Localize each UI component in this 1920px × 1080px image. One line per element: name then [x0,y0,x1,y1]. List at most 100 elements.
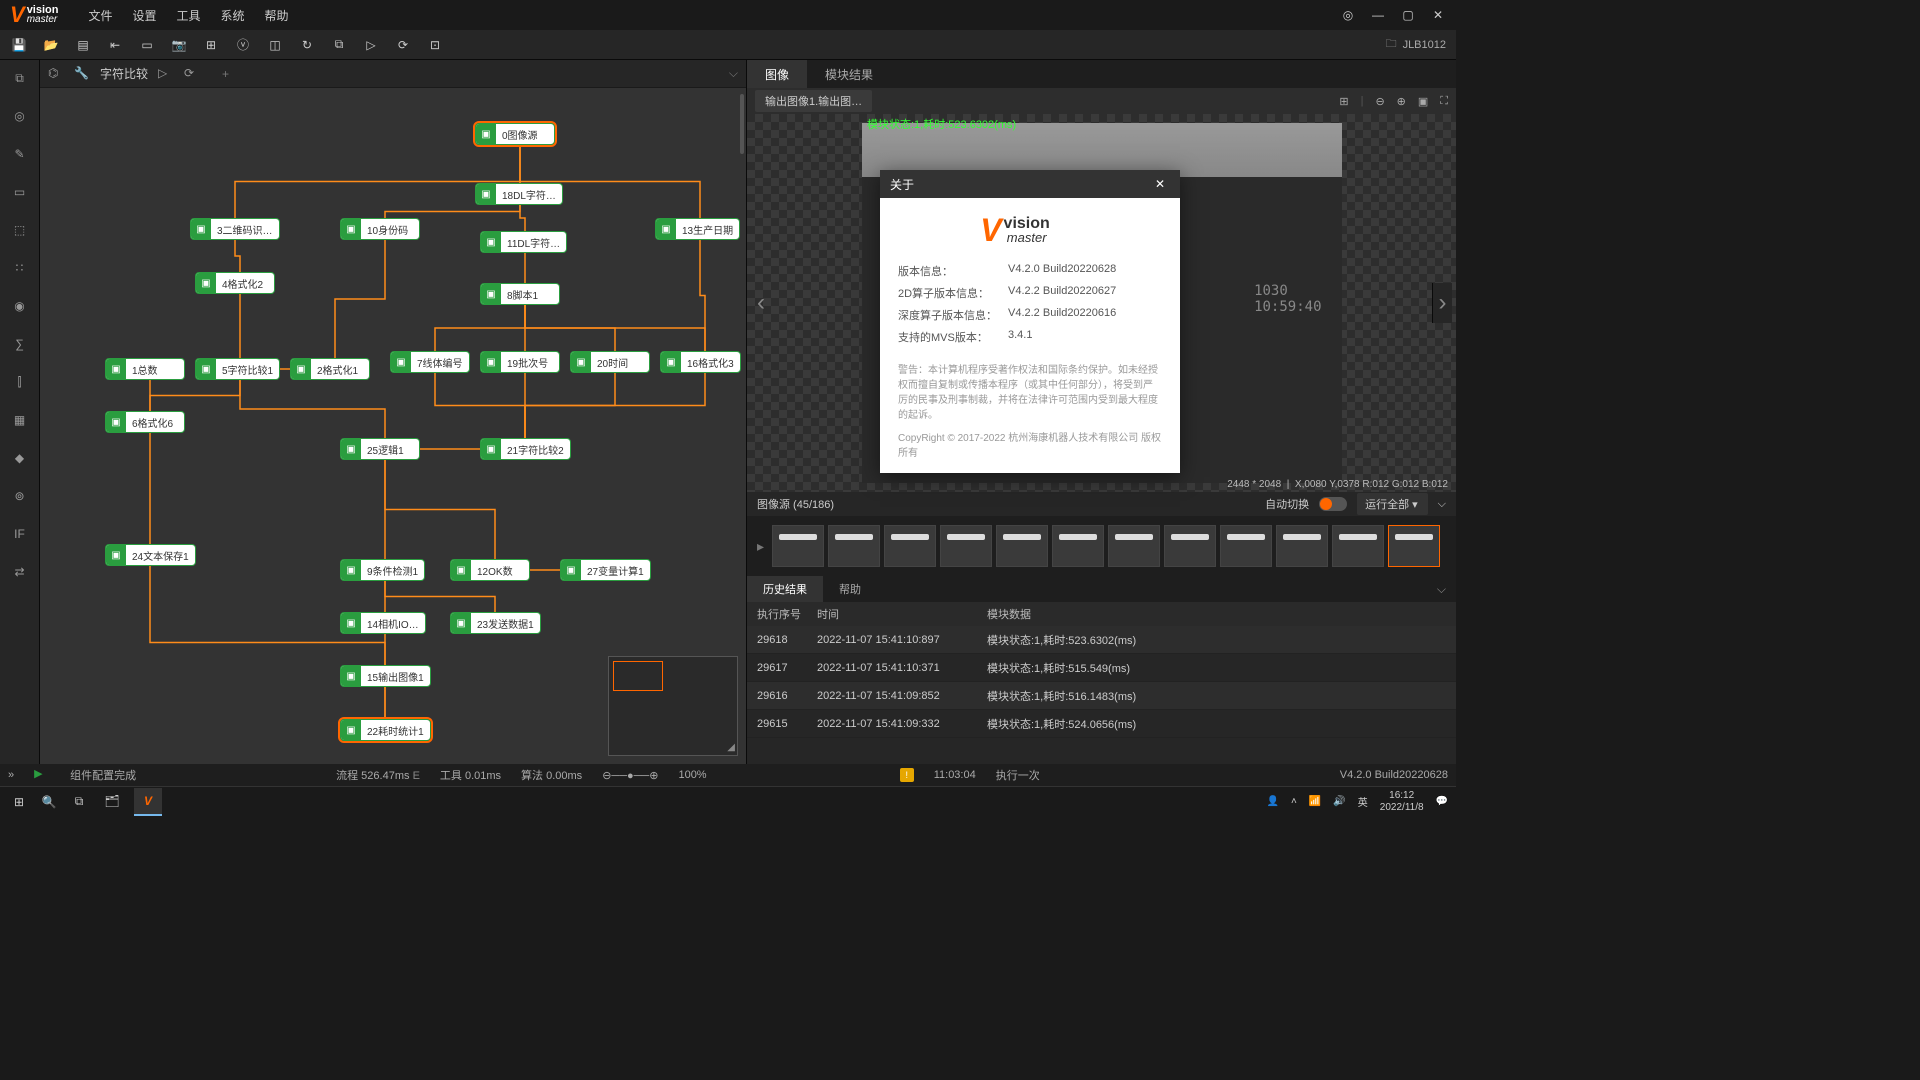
rect-icon[interactable]: ▭ [10,182,30,202]
auto-switch-toggle[interactable] [1319,497,1347,511]
tab-play-icon[interactable]: ▷ [158,66,174,82]
flow-node[interactable]: ▣8脚本1 [480,283,560,305]
menu-file[interactable]: 文件 [88,7,112,24]
flow-node[interactable]: ▣1总数 [105,358,185,380]
minimap-toggle-icon[interactable]: ◢ [727,742,735,753]
crop-icon[interactable]: ⬚ [10,220,30,240]
task-view-icon[interactable]: ⧉ [68,791,90,813]
about-close-button[interactable]: ✕ [1150,174,1170,194]
var-icon[interactable]: ⓥ [234,36,252,54]
folder-icon[interactable]: 🗀 [1386,35,1397,54]
ime-indicator[interactable]: 英 [1358,794,1368,809]
people-icon[interactable]: 👤 [1267,796,1279,807]
play-loop-icon[interactable]: ⟳ [394,36,412,54]
layout-icon[interactable]: ◫ [266,36,284,54]
minimize-button[interactable]: — [1370,7,1386,23]
thumbnail[interactable] [828,525,880,567]
tray-up-icon[interactable]: ˄ [1291,796,1297,807]
thumbnail[interactable] [1220,525,1272,567]
thumbnail[interactable] [940,525,992,567]
wifi-icon[interactable]: 📶 [1309,796,1321,807]
flow-node[interactable]: ▣9条件检测1 [340,559,425,581]
flow-node[interactable]: ▣23发送数据1 [450,612,541,634]
chart-icon[interactable]: ⫿ [10,372,30,392]
actual-size-icon[interactable]: ⛶ [1440,95,1448,108]
flow-node[interactable]: ▣10身份码 [340,218,420,240]
if-icon[interactable]: IF [10,524,30,544]
scan-icon[interactable]: ⊚ [10,486,30,506]
tab-loop-icon[interactable]: ⟳ [184,66,200,82]
history-row[interactable]: 296172022-11-07 15:41:10:371模块状态:1,耗时:51… [747,654,1456,682]
thumbnail[interactable] [1332,525,1384,567]
flow-node[interactable]: ▣27变量计算1 [560,559,651,581]
flow-node[interactable]: ▣13生产日期 [655,218,740,240]
flow-node[interactable]: ▣2格式化1 [290,358,370,380]
minimap-viewport[interactable] [613,661,663,691]
import-icon[interactable]: ⇤ [106,36,124,54]
add-tab-button[interactable]: + [222,67,229,81]
target-icon[interactable]: ◎ [10,106,30,126]
thumbnail[interactable] [1276,525,1328,567]
close-button[interactable]: ✕ [1430,7,1446,23]
gallery-icon[interactable]: ▦ [10,410,30,430]
thumbnail[interactable] [1108,525,1160,567]
play-icon[interactable]: ▷ [362,36,380,54]
flow-node[interactable]: ▣0图像源 [475,123,555,145]
menu-settings[interactable]: 设置 [133,7,157,24]
prev-image-button[interactable]: ‹ [751,283,771,323]
history-row[interactable]: 296182022-11-07 15:41:10:897模块状态:1,耗时:52… [747,626,1456,654]
next-image-button[interactable]: › [1432,283,1452,323]
thumbnail[interactable] [772,525,824,567]
notifications-icon[interactable]: 💬 [1436,796,1448,807]
io-icon[interactable]: ⇄ [10,562,30,582]
flow-node[interactable]: ▣18DL字符… [475,183,563,205]
status-play-icon[interactable]: ▶ [34,767,50,783]
circle-icon[interactable]: ◉ [10,296,30,316]
camera-icon[interactable]: 📷 [170,36,188,54]
history-row[interactable]: 296162022-11-07 15:41:09:852模块状态:1,耗时:51… [747,682,1456,710]
flow-node[interactable]: ▣25逻辑1 [340,438,420,460]
run-all-selector[interactable]: 运行全部 ▾ [1357,493,1428,515]
search-icon[interactable]: 🔍 [38,791,60,813]
menu-system[interactable]: 系统 [221,7,245,24]
minimap[interactable]: ◢ [608,656,738,756]
screen-icon[interactable]: ▭ [138,36,156,54]
flow-canvas[interactable]: ▣0图像源▣18DL字符…▣3二维码识…▣10身份码▣11DL字符…▣13生产日… [40,88,746,764]
flow-node[interactable]: ▣20时间 [570,351,650,373]
start-button[interactable]: ⊞ [8,791,30,813]
wrench-icon[interactable]: 🔧 [74,66,90,82]
flow-node[interactable]: ▣21字符比较2 [480,438,571,460]
history-row[interactable]: 296152022-11-07 15:41:09:332模块状态:1,耗时:52… [747,710,1456,738]
zoom-out-icon[interactable]: ⊖ [1375,95,1384,108]
table-icon[interactable]: ⊞ [202,36,220,54]
thumb-prev-button[interactable]: ▸ [753,538,768,555]
zoom-in-icon[interactable]: ⊕ [1397,95,1406,108]
output-selector[interactable]: 输出图像1.输出图… [755,90,872,112]
paint-icon[interactable]: ◆ [10,448,30,468]
tab-image[interactable]: 图像 [747,60,807,88]
thumb-expand-icon[interactable]: ⌵ [1438,498,1446,511]
hierarchy-icon[interactable]: ⌬ [48,66,64,82]
flow-node[interactable]: ▣14相机IO… [340,612,426,634]
code-icon[interactable]: ⧉ [330,36,348,54]
refresh-icon[interactable]: ↻ [298,36,316,54]
flow-node[interactable]: ▣19批次号 [480,351,560,373]
maximize-button[interactable]: ▢ [1400,7,1416,23]
flow-node[interactable]: ▣3二维码识… [190,218,280,240]
file-explorer-app[interactable]: 🗂 [98,788,126,816]
warning-badge[interactable]: ! [900,768,914,782]
sound-icon[interactable]: 🔊 [1333,796,1345,807]
flow-node[interactable]: ▣7线体编号 [390,351,470,373]
thumbnail[interactable] [1388,525,1440,567]
list-icon[interactable]: ▤ [74,36,92,54]
flow-node[interactable]: ▣4格式化2 [195,272,275,294]
fit-icon[interactable]: ▣ [1418,95,1428,108]
taskbar-clock[interactable]: 16:12 2022/11/8 [1380,790,1424,814]
thumbnail[interactable] [996,525,1048,567]
visionmaster-app[interactable]: V [134,788,162,816]
cloud-icon[interactable]: ◎ [1340,7,1356,23]
image-tool-icon[interactable]: ✎ [10,144,30,164]
save-icon[interactable]: 💾 [10,36,28,54]
camera-tool-icon[interactable]: ⧉ [10,68,30,88]
flow-node[interactable]: ▣16格式化3 [660,351,741,373]
